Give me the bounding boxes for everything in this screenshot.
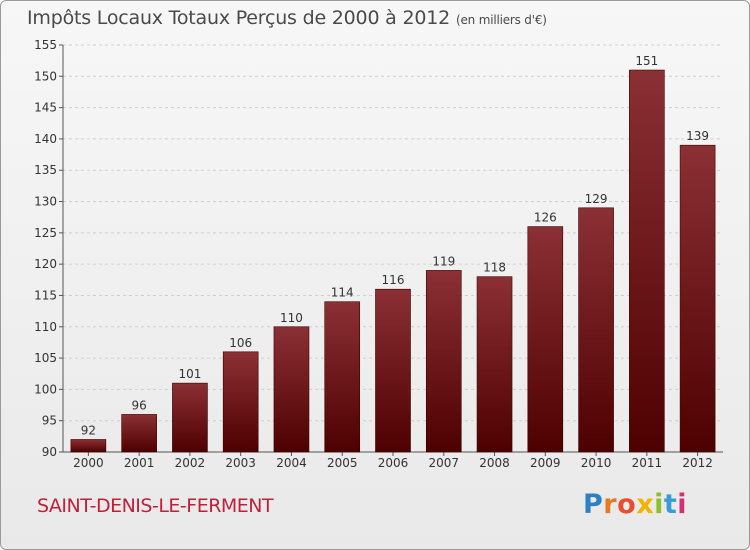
y-tick-label: 125 <box>34 226 57 240</box>
bar-value-label: 139 <box>686 129 709 143</box>
y-tick-label: 115 <box>34 288 57 302</box>
logo-letter: i <box>677 489 688 520</box>
x-tick-label: 2012 <box>682 456 713 470</box>
x-tick-label: 2001 <box>124 456 155 470</box>
chart-unit: (en milliers d'€) <box>456 13 547 27</box>
chart-title-text: Impôts Locaux Totaux Perçus de 2000 à 20… <box>27 7 451 29</box>
chart-title: Impôts Locaux Totaux Perçus de 2000 à 20… <box>27 7 547 29</box>
y-tick-label: 120 <box>34 257 57 271</box>
bar <box>679 144 716 453</box>
y-tick-label: 100 <box>34 382 57 396</box>
commune-name: SAINT-DENIS-LE-FERMENT <box>37 495 274 517</box>
y-tick-label: 105 <box>34 351 57 365</box>
bar <box>273 326 310 453</box>
x-tick-label: 2002 <box>175 456 206 470</box>
bar <box>324 301 361 453</box>
logo-letter: x <box>636 489 655 520</box>
x-tick-label: 2011 <box>632 456 663 470</box>
y-tick-label: 110 <box>34 320 57 334</box>
y-tick-label: 135 <box>34 163 57 177</box>
x-tick-label: 2009 <box>530 456 561 470</box>
y-tick-label: 130 <box>34 195 57 209</box>
bar-value-label: 126 <box>534 211 557 225</box>
bar-value-label: 106 <box>229 336 252 350</box>
x-tick-label: 2005 <box>327 456 358 470</box>
y-tick-label: 155 <box>34 38 57 52</box>
y-tick-label: 150 <box>34 69 57 83</box>
logo-letter: t <box>663 489 678 520</box>
bar-value-label: 119 <box>432 254 455 268</box>
bar <box>578 207 614 453</box>
y-tick-label: 145 <box>34 101 57 115</box>
x-tick-label: 2007 <box>428 456 459 470</box>
logo-letter: r <box>603 489 618 520</box>
bar <box>425 270 462 453</box>
x-tick-label: 2006 <box>378 456 409 470</box>
logo-letter: i <box>654 489 664 520</box>
bar <box>121 414 157 453</box>
bar-value-label: 151 <box>635 54 658 68</box>
logo-letter: o <box>617 489 637 520</box>
bar-value-label: 116 <box>382 273 405 287</box>
bar <box>172 382 208 453</box>
y-tick-label: 140 <box>34 132 57 146</box>
bar-value-label: 114 <box>331 286 354 300</box>
bar-value-label: 101 <box>178 367 201 381</box>
x-tick-label: 2000 <box>73 456 104 470</box>
bar <box>70 439 107 453</box>
bar <box>476 276 513 453</box>
x-tick-label: 2003 <box>225 456 256 470</box>
bar <box>222 351 259 453</box>
x-tick-label: 2004 <box>276 456 307 470</box>
proxiti-logo: Proxiti <box>583 489 687 520</box>
bar-value-label: 129 <box>585 192 608 206</box>
y-tick-label: 90 <box>42 445 57 459</box>
bar-value-label: 118 <box>483 261 506 275</box>
x-tick-label: 2008 <box>479 456 510 470</box>
logo-letter: P <box>583 489 604 520</box>
bar <box>375 288 411 453</box>
bar-value-label: 92 <box>81 423 96 437</box>
bar <box>527 226 564 453</box>
bar-value-label: 110 <box>280 311 303 325</box>
bar-value-label: 96 <box>132 398 147 412</box>
x-tick-label: 2010 <box>581 456 612 470</box>
bar <box>629 69 665 453</box>
y-tick-label: 95 <box>42 414 57 428</box>
